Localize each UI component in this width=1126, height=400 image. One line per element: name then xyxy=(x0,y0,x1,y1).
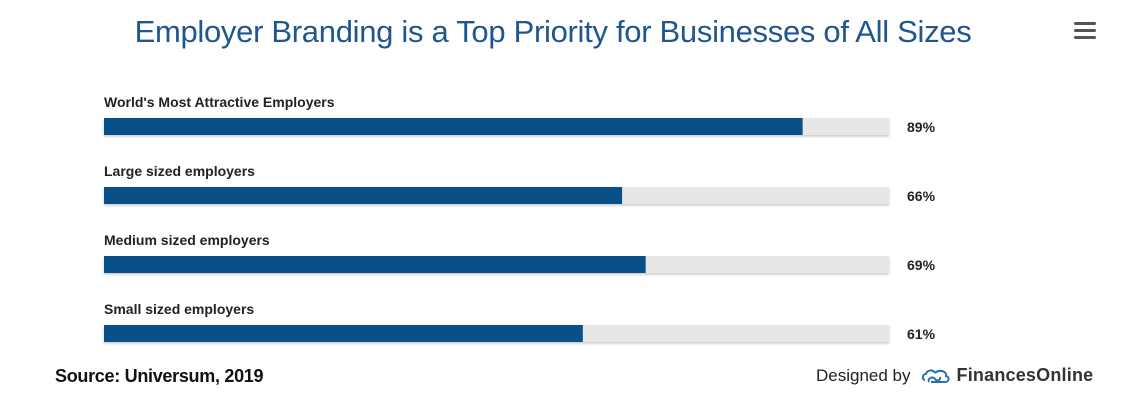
category-label: Medium sized employers xyxy=(104,232,270,248)
value-label: 61% xyxy=(907,326,936,342)
source-note: Source: Universum, 2019 xyxy=(55,366,264,386)
value-label: 69% xyxy=(907,257,936,273)
bar[interactable] xyxy=(104,187,623,204)
menu-line xyxy=(1074,36,1096,39)
hamburger-menu-icon[interactable] xyxy=(1074,22,1098,42)
bar-chart: World's Most Attractive Employers 89% Larg… xyxy=(104,94,936,342)
brand-name: FinancesOnline xyxy=(956,365,1094,385)
category-label: World's Most Attractive Employers xyxy=(104,94,335,110)
bar[interactable] xyxy=(104,118,803,135)
designer-credit[interactable]: Designed by FinancesOnline xyxy=(816,365,1093,386)
category-label: Small sized employers xyxy=(104,301,254,317)
financesonline-logo-icon xyxy=(921,369,950,383)
value-label: 66% xyxy=(907,188,936,204)
bar[interactable] xyxy=(104,256,646,273)
chart-title: Employer Branding is a Top Priority for … xyxy=(134,14,972,49)
category-label: Large sized employers xyxy=(104,163,255,179)
menu-line xyxy=(1074,22,1096,25)
value-label: 89% xyxy=(907,119,936,135)
menu-line xyxy=(1074,29,1096,32)
credit-prefix: Designed by xyxy=(816,365,911,385)
bar[interactable] xyxy=(104,325,583,342)
